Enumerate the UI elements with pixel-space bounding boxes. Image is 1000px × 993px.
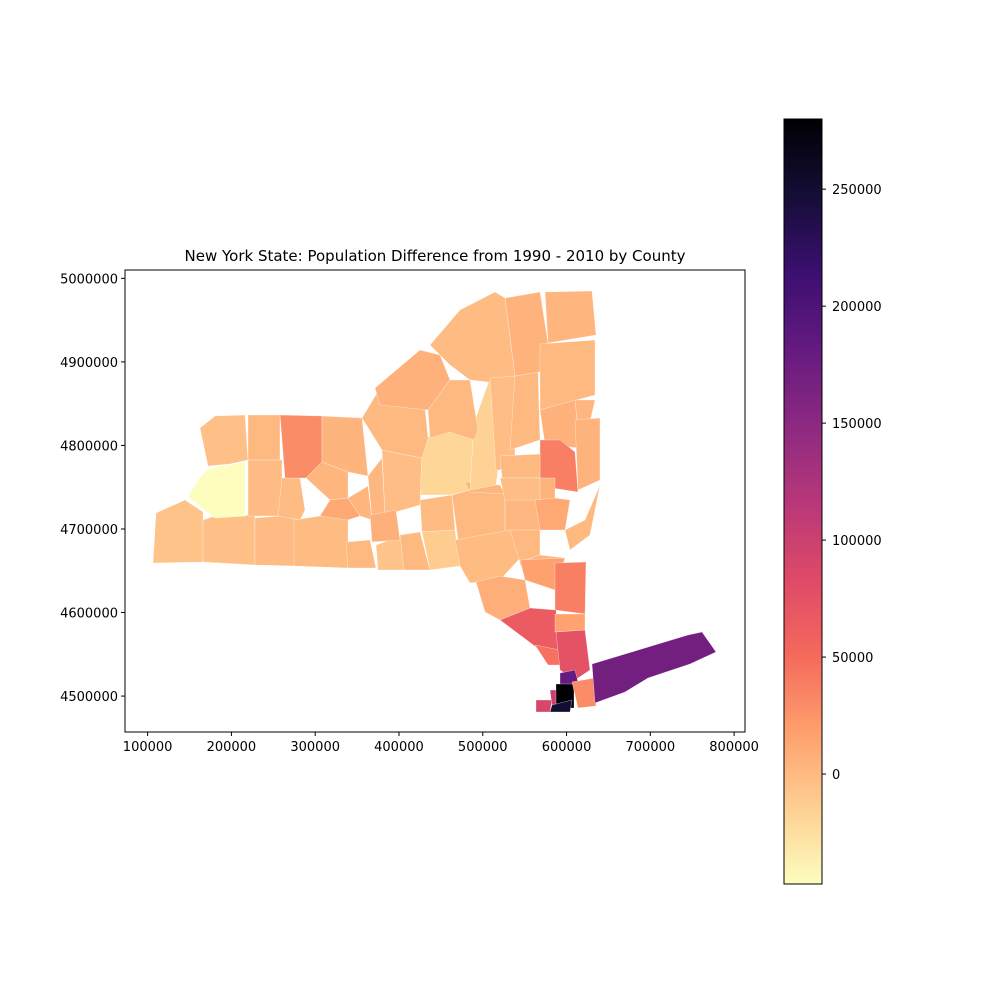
- colorbar-axis: 0 50000 100000 150000 200000 250000: [822, 183, 882, 783]
- county-schenectady: [539, 477, 556, 501]
- county-columbia: [564, 484, 601, 551]
- county-kings: [549, 699, 573, 713]
- county-rensselaer: [574, 417, 601, 491]
- colorbar-tick-label: 50000: [832, 651, 873, 666]
- colorbar-tick-label: 250000: [832, 183, 882, 198]
- county-allegany: [254, 515, 298, 567]
- y-tick-label: 4900000: [60, 356, 118, 371]
- county-cattaraugus: [202, 511, 256, 566]
- county-clinton: [544, 290, 597, 344]
- county-suffolk: [591, 631, 717, 704]
- county-genesee: [247, 459, 283, 517]
- county-orleans: [247, 414, 281, 461]
- county-essex: [539, 339, 596, 411]
- county-wayne: [321, 415, 369, 477]
- county-montgomery: [499, 477, 541, 501]
- colorbar-tick-label: 0: [832, 768, 840, 783]
- county-nassau: [571, 677, 597, 709]
- county-map: [152, 290, 717, 713]
- colorbar-tick-label: 100000: [832, 534, 882, 549]
- county-niagara: [199, 414, 249, 467]
- colorbar: [783, 118, 823, 885]
- county-fulton: [499, 453, 541, 479]
- county-ontario: [319, 497, 361, 521]
- x-tick-label: 300000: [290, 740, 340, 755]
- county-tompkins: [369, 509, 401, 543]
- colorbar-tick-label: 150000: [832, 417, 882, 432]
- plot-frame: [124, 269, 746, 733]
- x-tick-label: 500000: [458, 740, 508, 755]
- x-tick-label: 800000: [709, 740, 759, 755]
- y-tick-label: 4500000: [60, 690, 118, 705]
- county-albany: [534, 497, 571, 531]
- county-westchester: [555, 629, 591, 681]
- county-erie: [187, 461, 246, 519]
- county-cortland: [419, 494, 456, 533]
- y-tick-label: 5000000: [60, 272, 118, 287]
- county-dutchess: [554, 561, 587, 615]
- county-steuben: [293, 515, 349, 569]
- x-tick-label: 100000: [123, 740, 173, 755]
- county-putnam: [554, 613, 586, 633]
- y-tick-label: 4800000: [60, 439, 118, 454]
- y-axis: 4500000 4600000 4700000 4800000 4900000 50000…: [60, 272, 125, 705]
- x-tick-label: 700000: [626, 740, 676, 755]
- x-tick-label: 400000: [374, 740, 424, 755]
- county-hamilton: [509, 371, 541, 451]
- y-tick-label: 4700000: [60, 523, 118, 538]
- county-livingston: [305, 461, 349, 501]
- county-schuyler: [345, 539, 377, 569]
- county-richmond: [535, 699, 553, 713]
- x-tick-label: 200000: [207, 740, 257, 755]
- chart-title: New York State: Population Difference fr…: [185, 247, 686, 265]
- x-axis: 100000 200000 300000 400000 500000 600000 7000…: [123, 732, 759, 755]
- county-chautauqua: [152, 499, 204, 564]
- colorbar-tick-label: 200000: [832, 300, 882, 315]
- x-tick-label: 600000: [542, 740, 592, 755]
- county-wyoming: [277, 477, 306, 521]
- county-lewis: [427, 379, 479, 441]
- county-cayuga: [381, 449, 423, 516]
- y-tick-label: 4600000: [60, 607, 118, 622]
